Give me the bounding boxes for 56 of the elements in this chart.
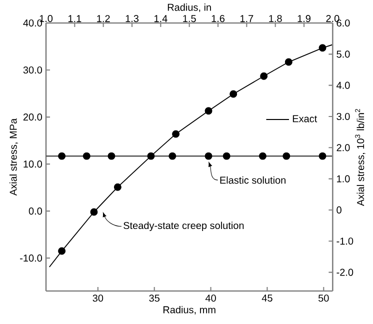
point [258, 152, 266, 160]
annotation: Elastic solution [220, 176, 286, 184]
point [282, 152, 290, 160]
y-tick-label: 40.0 [23, 19, 42, 27]
point [230, 90, 238, 98]
x-tick-label: 35 [149, 294, 160, 302]
x-tick-label: 45 [262, 294, 272, 302]
x2-tick-label: 1.0 [40, 14, 53, 22]
point [204, 152, 212, 160]
point [114, 183, 122, 191]
x-tick-label: 40 [205, 294, 216, 302]
point [172, 130, 180, 138]
point [284, 58, 292, 66]
point [222, 152, 230, 160]
y-tick-label: 10.0 [24, 160, 42, 168]
y2-tick-label: 5.0 [336, 50, 350, 58]
x2-tick-label: 1.2 [97, 15, 110, 22]
line-series [48, 44, 333, 268]
x2-tick-label: 1.7 [240, 15, 254, 22]
y-tick-label: 20.0 [23, 113, 42, 121]
x2-tick-label: 1.3 [126, 14, 139, 22]
x2-tick-label: 1.6 [212, 14, 225, 22]
x-tick-label: 50 [318, 294, 329, 302]
y2-axis-title: Axial stress, 10$^{3}$ lb/in$^{2}$ [355, 109, 366, 206]
y2-tick-label: 0 [336, 206, 342, 214]
point [108, 152, 116, 160]
y2-tick-label: -1.0 [336, 238, 354, 245]
y-tick-label: -10.0 [20, 254, 42, 262]
x2-tick-label: 1.5 [183, 15, 196, 22]
y2-tick-label: 3.0 [336, 112, 350, 120]
point [147, 152, 155, 160]
x-axis-title: Radius, mm [163, 306, 216, 314]
legend-label: Exact [292, 115, 318, 122]
point [90, 208, 98, 216]
point [58, 152, 66, 160]
y2-tick-label: -2.0 [336, 268, 354, 276]
point [168, 152, 176, 160]
point [58, 247, 66, 255]
y2-tick-label: 2.0 [336, 144, 350, 152]
x2-axis-title: Radius, in [168, 4, 211, 12]
point [318, 44, 326, 52]
y2-tick-label: 1.0 [337, 175, 350, 182]
annotation: Steady-state creep solution [124, 222, 244, 232]
x-tick-label: 30 [92, 294, 104, 302]
x2-tick-label: 1.8 [269, 14, 282, 22]
x2-tick-label: 1.9 [298, 14, 310, 22]
y-tick-label: 30.0 [23, 66, 42, 74]
x2-tick-label: 1.1 [68, 15, 82, 22]
point [204, 107, 212, 115]
x2-tick-label: 1.4 [154, 15, 168, 22]
point [82, 152, 90, 160]
y-tick-label: 0.0 [28, 208, 42, 215]
point [260, 72, 268, 80]
point [318, 152, 326, 160]
y2-tick-label: 4.0 [336, 82, 350, 89]
y-axis-title: Axial stress, MPa [9, 118, 18, 196]
